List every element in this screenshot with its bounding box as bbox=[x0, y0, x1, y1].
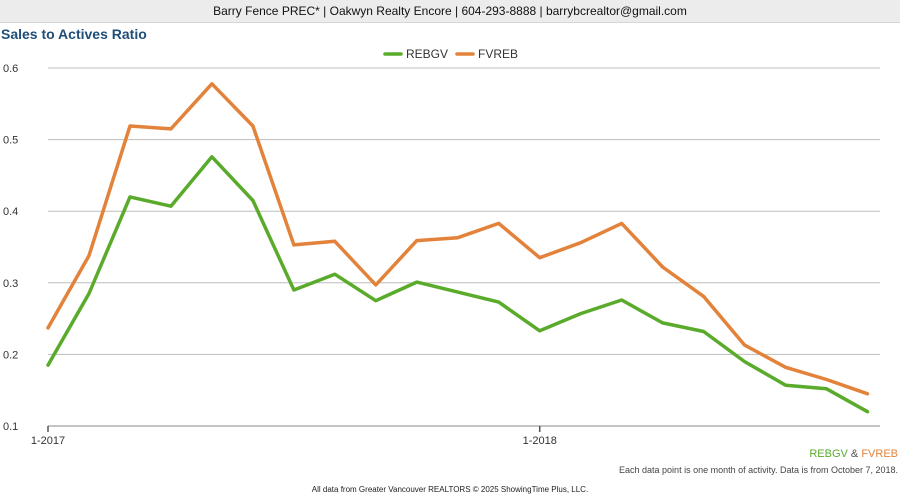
x-axis: 1-2017 1-2018 bbox=[31, 425, 880, 447]
legend-label-fvreb: FVREB bbox=[478, 47, 518, 61]
x-tick-label: 1-2018 bbox=[523, 435, 557, 447]
page-title: Sales to Actives Ratio bbox=[1, 26, 147, 42]
legend-label-rebgv: REBGV bbox=[809, 448, 848, 460]
grid-lines bbox=[48, 67, 880, 427]
series-line-fvreb bbox=[46, 82, 870, 396]
y-tick-label: 0.1 bbox=[3, 421, 18, 433]
chart-legend: REBGV FVREB bbox=[383, 47, 518, 61]
legend-label-rebgv: REBGV bbox=[406, 47, 448, 61]
legend-label-fvreb: FVREB bbox=[861, 448, 898, 460]
y-tick-label: 0.2 bbox=[3, 349, 18, 361]
series-source-legend: REBGV & FVREB bbox=[809, 448, 898, 460]
legend-separator: & bbox=[850, 448, 859, 460]
footer-credit: All data from Greater Vancouver REALTORS… bbox=[311, 485, 589, 494]
y-tick-label: 0.5 bbox=[3, 135, 18, 147]
series-line-rebgv bbox=[46, 155, 870, 414]
y-axis-ticks: 0.1 0.2 0.3 0.4 0.5 0.6 bbox=[3, 63, 18, 433]
contact-header: Barry Fence PREC* | Oakwyn Realty Encore… bbox=[0, 0, 900, 23]
data-note: Each data point is one month of activity… bbox=[619, 465, 898, 475]
line-chart: 0.1 0.2 0.3 0.4 0.5 0.6 1-2017 1-2018 REBGV FVR… bbox=[3, 47, 880, 447]
y-tick-label: 0.6 bbox=[3, 63, 18, 75]
x-tick-label: 1-2017 bbox=[31, 435, 65, 447]
y-tick-label: 0.4 bbox=[3, 206, 18, 218]
y-tick-label: 0.3 bbox=[3, 278, 18, 290]
series-lines bbox=[46, 82, 870, 414]
